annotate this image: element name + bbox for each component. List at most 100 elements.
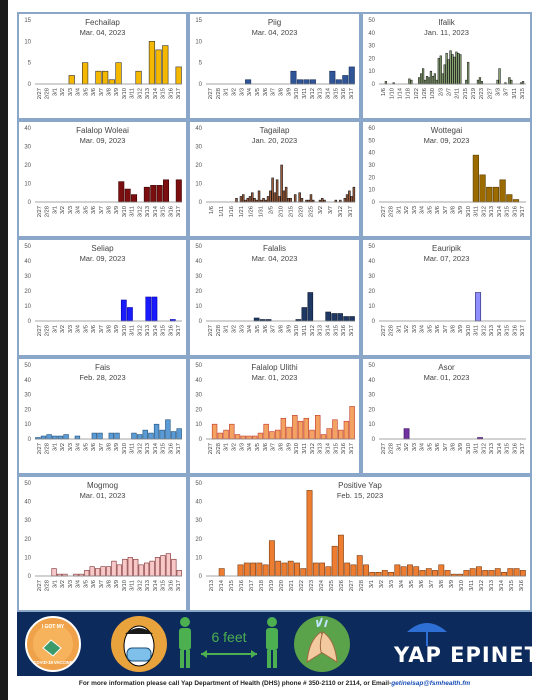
x-tick-label: 3/5 <box>409 580 415 588</box>
x-tick-label: 3/8 <box>451 325 457 333</box>
x-tick-label: 3/11 <box>474 443 480 454</box>
y-tick-label: 10 <box>24 182 31 188</box>
bar <box>296 79 303 85</box>
footer-email-link[interactable]: getineisap@fsmhealth.fm <box>391 680 471 687</box>
y-tick-label: 15 <box>195 18 202 24</box>
x-tick-label: 3/10 <box>294 88 300 99</box>
x-tick-label: 3/16 <box>168 580 174 591</box>
x-tick-label: 3/15 <box>333 88 339 99</box>
x-tick-label: 3/11 <box>130 206 136 217</box>
y-tick-label: 50 <box>368 138 375 144</box>
bar <box>239 196 243 203</box>
bar <box>423 79 427 85</box>
y-tick-label: 5 <box>28 61 32 67</box>
x-tick-label: 3/5 <box>83 88 89 96</box>
x-tick-label: 2/24 <box>319 579 325 591</box>
x-tick-label: 1/11 <box>219 206 225 217</box>
x-tick-label: 3/6 <box>263 325 269 333</box>
x-tick-label: 3/16 <box>341 88 347 99</box>
x-tick-label: 3/6 <box>435 443 441 451</box>
bar <box>369 571 376 577</box>
x-tick-label: 2/27 <box>381 325 387 336</box>
x-tick-label: 3/3 <box>68 580 74 588</box>
x-tick-label: 2/11 <box>455 88 461 99</box>
bar <box>300 198 304 203</box>
bar <box>162 45 169 85</box>
y-tick-label: 30 <box>368 274 375 280</box>
chart-date: Mar. 01, 2023 <box>79 491 126 500</box>
bar <box>438 564 445 577</box>
y-tick-label: 0 <box>28 574 32 580</box>
bar <box>95 568 101 577</box>
y-tick-label: 50 <box>24 363 31 369</box>
x-tick-label: 2/27 <box>208 88 214 99</box>
x-tick-label: 3/17 <box>176 580 182 591</box>
x-tick-label: 2/28 <box>216 443 222 454</box>
bar <box>138 564 144 577</box>
bar <box>105 566 112 577</box>
bar <box>253 198 256 203</box>
chart-date: Mar. 04, 2023 <box>79 28 126 37</box>
x-tick-label: 3/1 <box>396 325 402 333</box>
y-tick-label: 50 <box>24 244 31 250</box>
bar <box>248 196 252 203</box>
bar <box>273 192 277 203</box>
chart-panel-fechailap: 0 5 10 15 2/27 2/28 3/1 3/2 3/3 3/4 3/5 3/6 3/7 3/8 3/… <box>17 12 188 120</box>
x-tick-label: 2/16 <box>239 580 245 591</box>
x-tick-label: 3/2 <box>60 206 66 214</box>
bar <box>427 77 431 85</box>
x-tick-label: 3/2 <box>60 443 66 451</box>
bar <box>257 432 264 440</box>
bar <box>350 564 357 577</box>
bar <box>433 73 436 85</box>
bar <box>447 59 450 85</box>
x-tick-label: 2/22 <box>299 580 305 591</box>
x-tick-label: 3/8 <box>279 88 285 96</box>
bar <box>494 568 501 577</box>
x-tick-label: 2/26 <box>339 580 345 591</box>
x-tick-label: 3/17 <box>348 206 354 217</box>
bar <box>431 76 435 85</box>
x-tick-label: 3/17 <box>520 325 526 336</box>
x-tick-label: 3/16 <box>512 443 518 454</box>
x-tick-label: 3/16 <box>341 443 347 454</box>
x-tick-label: 3/7 <box>99 206 105 214</box>
x-tick-label: 3/14 <box>153 324 159 336</box>
x-tick-label: 3/12 <box>137 443 143 454</box>
bar <box>435 79 438 85</box>
bar <box>290 70 297 85</box>
x-tick-label: 3/11 <box>302 443 308 454</box>
x-tick-label: 3/3 <box>412 325 418 333</box>
bar <box>388 571 395 577</box>
bar <box>301 307 308 322</box>
bar <box>135 70 142 85</box>
bar <box>418 77 421 85</box>
bar <box>476 566 482 577</box>
x-tick-label: 1/6 <box>209 206 215 214</box>
y-tick-label: 0 <box>199 574 203 580</box>
x-tick-label: 1/10 <box>389 88 395 99</box>
x-tick-label: 3/15 <box>505 443 511 454</box>
x-tick-label: 2/19 <box>471 88 477 99</box>
x-tick-label: 3/5 <box>83 580 89 588</box>
y-tick-label: 40 <box>195 259 202 265</box>
bar <box>250 562 256 577</box>
x-tick-label: 3/9 <box>449 580 455 588</box>
x-tick-label: 3/6 <box>263 443 269 451</box>
bar <box>421 68 425 85</box>
x-tick-label: 2/25 <box>329 580 335 591</box>
chart-title: Asor <box>438 363 455 372</box>
x-tick-label: 3/5 <box>83 443 89 451</box>
bar <box>269 431 275 440</box>
x-tick-label: 3/8 <box>451 443 457 451</box>
bar <box>218 568 225 577</box>
y-tick-label: 40 <box>24 259 31 265</box>
bar <box>145 296 152 322</box>
bar <box>175 66 182 85</box>
x-tick-label: 2/28 <box>45 88 51 99</box>
x-tick-label: 3/14 <box>499 579 505 591</box>
